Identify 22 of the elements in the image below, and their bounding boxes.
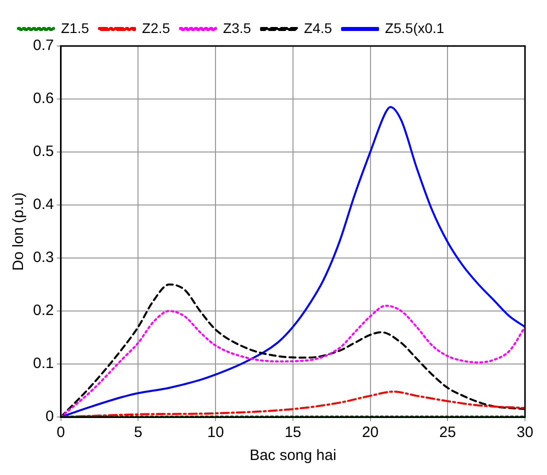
x-tick-label: 5 (134, 424, 142, 442)
legend-label: Z5.5(x0.1 (385, 20, 444, 36)
x-tick-label: 15 (284, 424, 302, 442)
y-tick-label: 0.1 (32, 355, 54, 372)
x-tick-label: 20 (362, 424, 379, 442)
y-tick-label: 0.4 (32, 196, 54, 214)
y-tick-label: 0.7 (32, 37, 54, 54)
x-tick-label: 0 (56, 424, 66, 442)
legend-label: Z1.5 (61, 20, 90, 36)
legend-label: Z3.5 (223, 20, 252, 36)
y-tick-label: 0.3 (32, 249, 54, 266)
x-tick-label: 25 (439, 424, 456, 442)
y-tick-label: 0.6 (32, 90, 54, 108)
x-axis-title: Bac song hai (250, 447, 336, 464)
legend-label: Z2.5 (142, 20, 170, 36)
y-tick-label: 0 (46, 408, 54, 426)
x-tick-label: 10 (207, 424, 224, 442)
y-tick-label: 0.2 (32, 302, 54, 320)
legend-label: Z4.5 (304, 20, 332, 36)
y-axis-title: Do lon (p.u) (10, 192, 28, 271)
x-tick-label: 30 (516, 424, 534, 442)
y-tick-label: 0.5 (32, 143, 54, 160)
